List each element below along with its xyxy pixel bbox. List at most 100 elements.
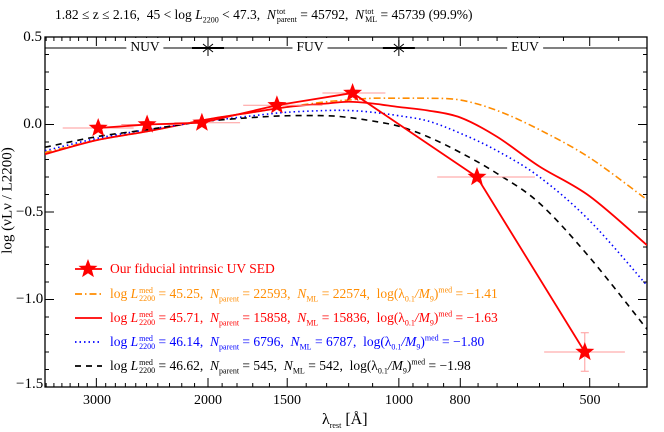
legend-logL-value: 46.62 [169,358,200,373]
legend-2200: 2200 [139,317,156,327]
legend-parent: parent [219,294,240,304]
band-label-euv: EUV [507,38,543,55]
legend-N: N [210,310,220,325]
legend-fiducial: Our fiducial intrinsic UV SED [110,261,275,276]
legend-N: N [210,358,220,373]
title-tot-sup-2: tot [365,6,374,16]
x-label-symbol: λ [322,411,330,428]
legend-parent: parent [219,318,240,328]
series-line-2 [45,109,647,287]
legend-lam-sub: 0.1 [377,366,388,376]
legend-star-icon [78,259,98,278]
legend-med: med [139,333,153,343]
fiducial-sed-star-marker [343,83,363,102]
x-label-sub: rest [329,421,342,431]
legend-nparent-value: 6796 [253,334,281,349]
legend-M-sub: 9 [416,342,421,352]
legend-med: med [139,309,153,319]
legend-log: log [110,310,128,325]
title-parent-sub: parent [276,14,297,24]
title-lum-sub: 2200 [202,15,219,25]
legend-nml-value: 6787 [325,334,353,349]
x-tick-label: 1500 [273,393,301,408]
legend-med-sup: med [424,333,439,343]
legend-M-sub: 9 [402,366,407,376]
legend-loglam-value: −1.63 [466,310,498,325]
fiducial-sed-star-marker [192,112,212,131]
legend-L: L [130,310,139,325]
legend-lam-close: ) [433,286,439,301]
y-axis-label: log (νLν / L2200) [0,147,16,254]
legend-N: N [210,334,220,349]
legend-M: /M [414,286,430,301]
legend-lam: log(λ [376,310,405,325]
y-tick-label: −0.5 [16,204,44,220]
title-n-ml: = 45739 (99.9%) [380,7,473,22]
legend-2200: 2200 [139,365,156,375]
y-tick-label: −1.0 [16,291,44,307]
legend-med-sup: med [411,357,426,367]
legend-lam-sub: 0.1 [404,294,415,304]
legend-ml: ML [299,342,312,352]
legend-med-sup: med [438,309,453,319]
y-tick-label: 0.0 [23,116,42,132]
legend-ml: ML [306,294,319,304]
legend-lam: log(λ [363,334,392,349]
legend-lam-close: ) [406,358,412,373]
legend-N: N [290,334,300,349]
title-ml-sub: ML [365,14,378,24]
legend-log: log [110,334,128,349]
legend-ml: ML [306,318,319,328]
x-label-unit: [Å] [345,411,368,428]
legend-loglam-value: −1.80 [453,334,485,349]
x-axis-label: λrest [Å] [322,411,368,431]
title-lum-suffix: < 47.3, [222,7,261,22]
legend-2200: 2200 [139,341,156,351]
legend-L: L [130,334,139,349]
x-tick-label: 500 [579,393,601,408]
legend-loglam-value: −1.98 [439,358,471,373]
band-label-nuv: NUV [126,38,164,55]
legend-N: N [283,358,293,373]
legend-loglam-value: −1.41 [466,286,498,301]
legend-logL-value: 45.25 [169,286,200,301]
title-lum-symbol: L [195,7,203,22]
legend-L: L [130,286,139,301]
legend-N: N [297,286,307,301]
legend-2200: 2200 [139,293,156,303]
fiducial-sed-star-marker [467,167,487,186]
legend-M-sub: 9 [429,294,434,304]
legend-ml: ML [292,366,305,376]
series-line-1 [45,100,647,246]
legend-parent: parent [219,342,240,352]
title-n-symbol: N [266,7,276,22]
title-n-parent: = 45792, [300,7,349,22]
legend-med: med [139,357,153,367]
fiducial-sed-star-marker [137,114,157,133]
legend-logL-value: 45.71 [169,310,200,325]
fiducial-sed-star-marker [575,342,595,361]
x-tick-label: 3000 [83,393,111,408]
legend-parent: parent [219,366,240,376]
legend-L: L [130,358,139,373]
x-tick-label: 2000 [194,393,222,408]
legend-N: N [297,310,307,325]
legend-lam-close: ) [433,310,439,325]
y-tick-label: 0.5 [23,29,42,45]
chart-title: 1.82 ≤ z ≤ 2.16, 45 < log L2200 < 47.3, … [55,6,472,24]
fiducial-sed-star-marker [267,95,287,114]
x-tick-label: 800 [449,393,471,408]
legend-log: log [110,286,128,301]
legend-lam-close: ) [420,334,425,349]
title-lum-prefix: 45 < log [146,7,192,22]
band-label-fuv: FUV [292,38,328,55]
legend-med: med [139,285,153,295]
legend-lam: log(λ [376,286,405,301]
legend-M: /M [414,310,430,325]
title-z-range: 1.82 ≤ z ≤ 2.16, [55,7,140,22]
